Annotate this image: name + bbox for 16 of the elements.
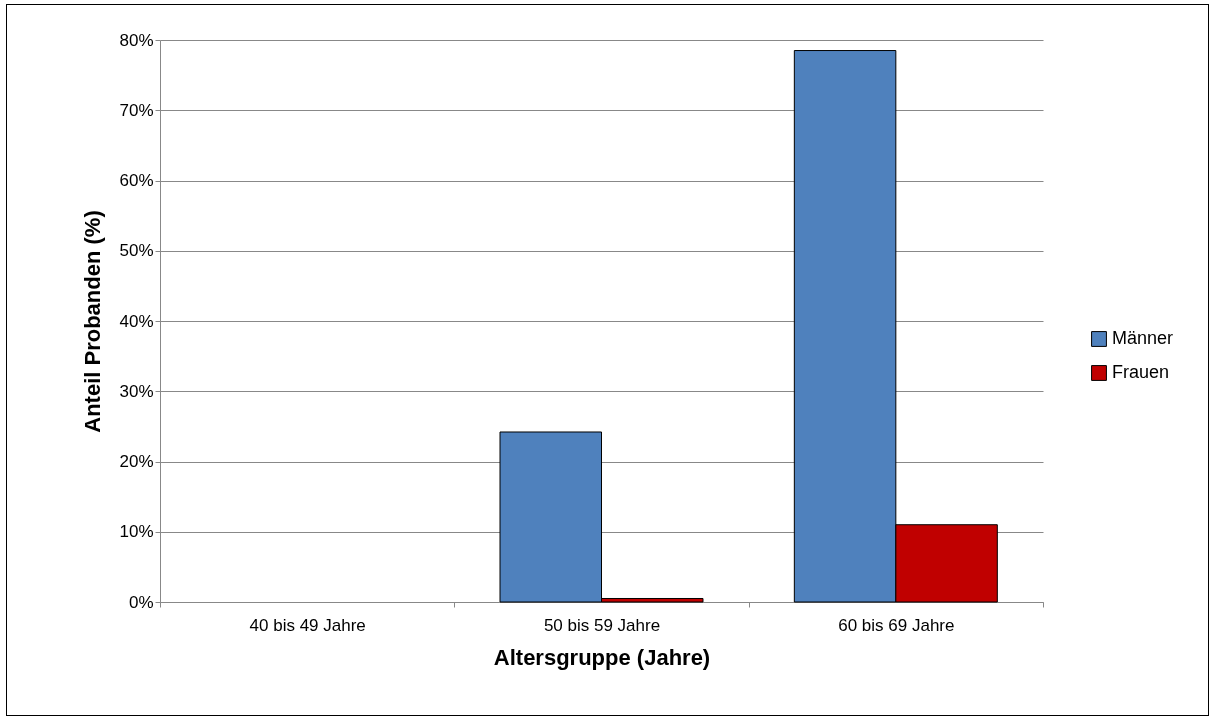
x-tick-label: 40 bis 49 Jahre <box>249 615 366 635</box>
y-tick-label: 40% <box>119 311 154 331</box>
y-tick-label: 20% <box>119 452 154 471</box>
legend-label: Frauen <box>1112 362 1170 382</box>
x-axis-title: Altersgruppe (Jahre) <box>493 644 711 670</box>
y-tick-label: 0% <box>128 592 154 612</box>
legend-label: Männer <box>1112 328 1174 348</box>
y-tick-label: 30% <box>119 381 154 401</box>
y-tick-label: 50% <box>119 241 154 261</box>
y-tick-label: 10% <box>119 522 154 542</box>
y-tick-label: 80% <box>119 30 154 50</box>
x-tick-label: 60 bis 69 Jahre <box>838 615 955 635</box>
x-tick-label: 50 bis 59 Jahre <box>543 615 661 635</box>
y-tick-label: 60% <box>119 171 154 190</box>
y-axis-title: Anteil Probanden (%) <box>80 210 106 433</box>
y-tick-label: 70% <box>119 100 154 120</box>
